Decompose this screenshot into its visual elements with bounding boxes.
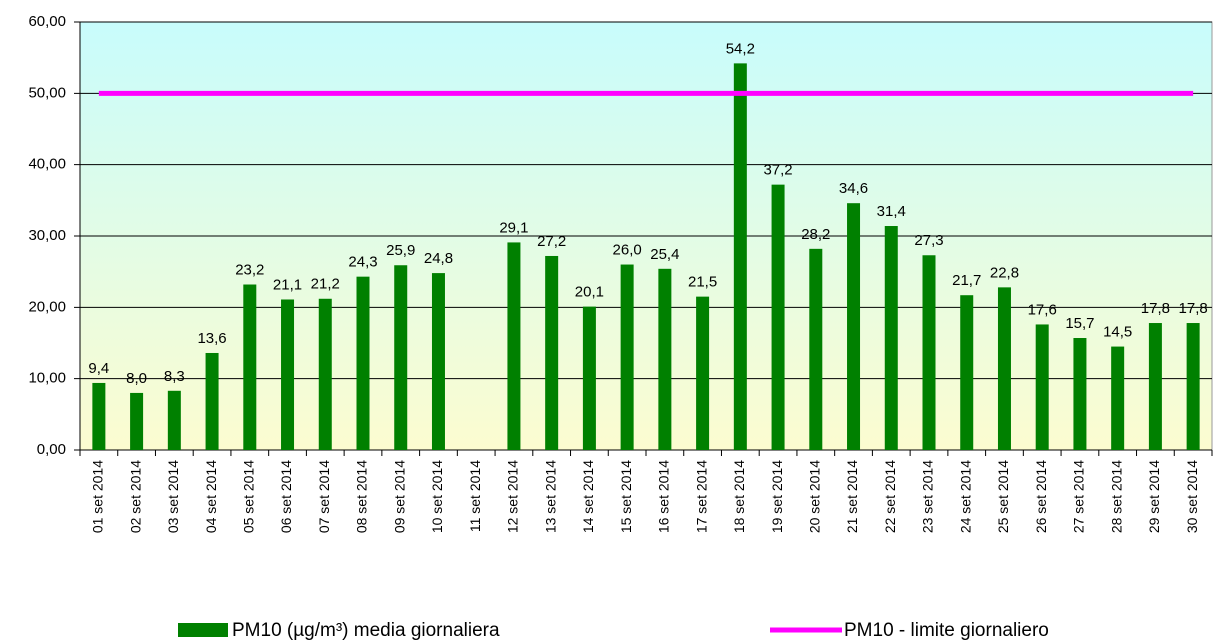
legend-swatch bbox=[178, 623, 228, 637]
bar bbox=[771, 184, 785, 450]
data-label: 28,2 bbox=[801, 226, 830, 243]
bar bbox=[92, 382, 106, 450]
y-tick-label: 10,00 bbox=[28, 370, 66, 387]
bar bbox=[545, 255, 559, 450]
x-tick-label: 17 set 2014 bbox=[693, 460, 709, 533]
bar bbox=[394, 265, 408, 450]
data-label: 15,7 bbox=[1065, 315, 1094, 332]
y-tick-label: 0,00 bbox=[37, 441, 66, 458]
bar bbox=[1111, 346, 1125, 450]
x-tick-label: 07 set 2014 bbox=[316, 460, 332, 533]
bar bbox=[318, 298, 332, 450]
legend-label: PM10 (µg/m³) media giornaliera bbox=[232, 620, 500, 641]
x-tick-label: 02 set 2014 bbox=[127, 460, 143, 533]
x-tick-label: 06 set 2014 bbox=[278, 460, 294, 533]
x-tick-label: 24 set 2014 bbox=[957, 460, 973, 533]
y-tick-label: 20,00 bbox=[28, 298, 66, 315]
bar bbox=[922, 255, 936, 450]
data-label: 8,0 bbox=[126, 370, 147, 387]
x-tick-label: 14 set 2014 bbox=[580, 460, 596, 533]
data-label: 8,3 bbox=[164, 368, 185, 385]
bar bbox=[167, 390, 181, 450]
bar bbox=[658, 268, 672, 450]
data-label: 21,2 bbox=[311, 276, 340, 293]
data-label: 26,0 bbox=[613, 242, 642, 259]
x-tick-label: 04 set 2014 bbox=[203, 460, 219, 533]
bar bbox=[809, 248, 823, 450]
bar bbox=[1186, 323, 1200, 450]
bar bbox=[205, 352, 219, 450]
data-label: 24,8 bbox=[424, 250, 453, 267]
data-label: 54,2 bbox=[726, 40, 755, 57]
x-tick-label: 22 set 2014 bbox=[882, 460, 898, 533]
data-label: 14,5 bbox=[1103, 324, 1132, 341]
y-tick-label: 30,00 bbox=[28, 227, 66, 244]
data-label: 24,3 bbox=[348, 254, 377, 271]
data-label: 17,6 bbox=[1028, 301, 1057, 318]
bar bbox=[582, 306, 596, 450]
data-label: 21,5 bbox=[688, 274, 717, 291]
x-tick-label: 11 set 2014 bbox=[467, 460, 483, 532]
bar bbox=[733, 63, 747, 451]
x-tick-label: 18 set 2014 bbox=[731, 460, 747, 533]
data-label: 25,4 bbox=[650, 246, 679, 263]
bar bbox=[243, 284, 257, 450]
x-tick-label: 25 set 2014 bbox=[995, 460, 1011, 533]
x-tick-label: 13 set 2014 bbox=[542, 460, 558, 533]
bar bbox=[1148, 323, 1162, 450]
x-tick-label: 23 set 2014 bbox=[920, 460, 936, 533]
data-label: 25,9 bbox=[386, 242, 415, 259]
x-tick-label: 16 set 2014 bbox=[656, 460, 672, 533]
y-tick-label: 60,00 bbox=[28, 13, 66, 30]
x-tick-label: 12 set 2014 bbox=[505, 460, 521, 533]
data-label: 9,4 bbox=[88, 360, 109, 377]
bar bbox=[281, 299, 295, 450]
x-tick-label: 19 set 2014 bbox=[769, 460, 785, 533]
bar bbox=[960, 295, 974, 450]
x-tick-label: 03 set 2014 bbox=[165, 460, 181, 533]
data-label: 37,2 bbox=[763, 162, 792, 179]
x-tick-label: 28 set 2014 bbox=[1108, 460, 1124, 533]
data-label: 22,8 bbox=[990, 264, 1019, 281]
data-label: 31,4 bbox=[877, 203, 906, 220]
data-label: 13,6 bbox=[197, 330, 226, 347]
x-tick-label: 29 set 2014 bbox=[1146, 460, 1162, 533]
bar bbox=[884, 226, 898, 450]
x-tick-label: 09 set 2014 bbox=[391, 460, 407, 533]
x-tick-label: 26 set 2014 bbox=[1033, 460, 1049, 533]
bar bbox=[431, 273, 445, 450]
x-tick-label: 20 set 2014 bbox=[807, 460, 823, 533]
x-tick-label: 27 set 2014 bbox=[1071, 460, 1087, 533]
legend-label: PM10 - limite giornaliero bbox=[844, 620, 1049, 641]
data-label: 29,1 bbox=[499, 219, 528, 236]
data-label: 23,2 bbox=[235, 261, 264, 278]
x-tick-label: 21 set 2014 bbox=[844, 460, 860, 533]
x-tick-label: 01 set 2014 bbox=[90, 460, 106, 533]
bar bbox=[847, 203, 861, 450]
data-label: 21,1 bbox=[273, 276, 302, 293]
bar bbox=[997, 287, 1011, 450]
x-tick-label: 15 set 2014 bbox=[618, 460, 634, 533]
y-tick-label: 40,00 bbox=[28, 156, 66, 173]
x-tick-label: 08 set 2014 bbox=[354, 460, 370, 533]
bar bbox=[696, 296, 710, 450]
bar bbox=[507, 242, 521, 450]
x-tick-label: 05 set 2014 bbox=[241, 460, 257, 533]
data-label: 17,8 bbox=[1179, 300, 1208, 317]
data-label: 20,1 bbox=[575, 284, 604, 301]
y-tick-label: 50,00 bbox=[28, 84, 66, 101]
bar bbox=[1035, 324, 1049, 450]
data-label: 17,8 bbox=[1141, 300, 1170, 317]
data-label: 34,6 bbox=[839, 180, 868, 197]
bar bbox=[130, 392, 144, 450]
data-label: 27,2 bbox=[537, 233, 566, 250]
data-label: 27,3 bbox=[914, 232, 943, 249]
x-tick-label: 10 set 2014 bbox=[429, 460, 445, 533]
bar bbox=[356, 276, 370, 450]
bar bbox=[620, 264, 634, 450]
bar bbox=[1073, 338, 1087, 450]
data-label: 21,7 bbox=[952, 272, 981, 289]
x-tick-label: 30 set 2014 bbox=[1184, 460, 1200, 533]
